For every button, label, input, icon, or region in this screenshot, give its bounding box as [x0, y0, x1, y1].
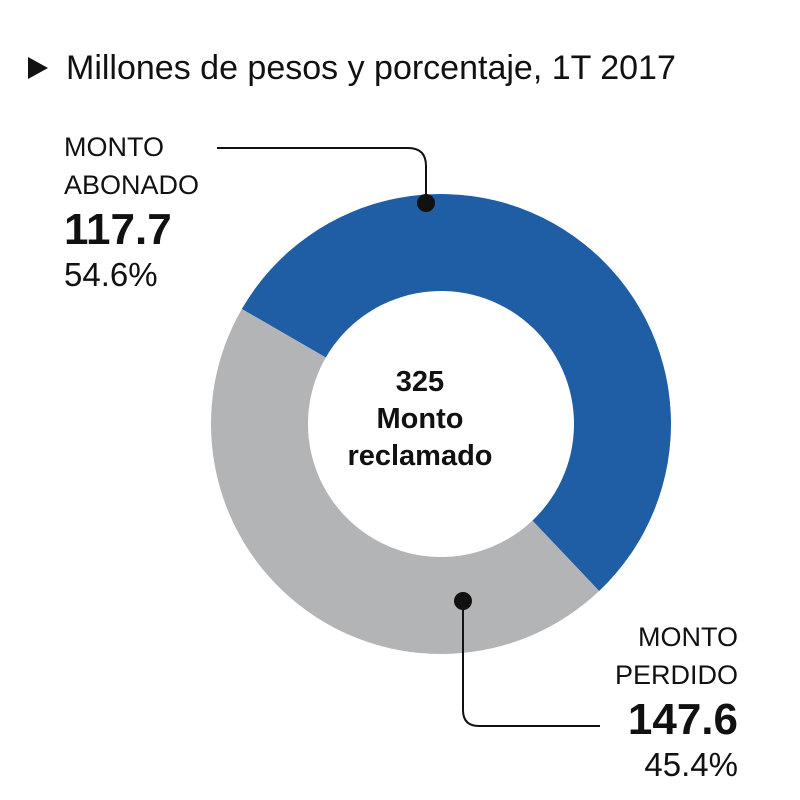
leader-line-perdido [462, 601, 600, 727]
donut-center-label: 325 Monto reclamado [300, 364, 540, 475]
slice-label-abonado: MONTO ABONADO 117.7 54.6% [64, 128, 199, 294]
donut-slice-monto-perdido [210, 309, 600, 655]
chart-title-text: Millones de pesos y porcentaje, 1T 2017 [66, 49, 676, 87]
chart-title: Millones de pesos y porcentaje, 1T 2017 [28, 44, 676, 92]
leader-dot-perdido [454, 592, 472, 610]
slice-name-line2: ABONADO [64, 170, 200, 200]
slice-percent: 54.6% [64, 256, 158, 293]
donut-slice-monto-abonado [241, 194, 671, 592]
slice-name-line2: PERDIDO [614, 660, 738, 690]
play-triangle-icon [28, 57, 48, 79]
center-caption-line2: reclamado [347, 440, 493, 472]
slice-value: 117.7 [64, 205, 172, 254]
slice-name-line1: MONTO [64, 132, 164, 162]
center-caption-line1: Monto [376, 403, 464, 435]
slice-label-perdido: MONTO PERDIDO 147.6 45.4% [615, 618, 738, 784]
leader-line-abonado [217, 147, 427, 202]
center-total-value: 325 [395, 366, 445, 398]
leader-dot-abonado [417, 194, 435, 212]
slice-value: 147.6 [627, 695, 738, 744]
slice-percent: 45.4% [644, 746, 738, 783]
slice-name-line1: MONTO [638, 622, 738, 652]
